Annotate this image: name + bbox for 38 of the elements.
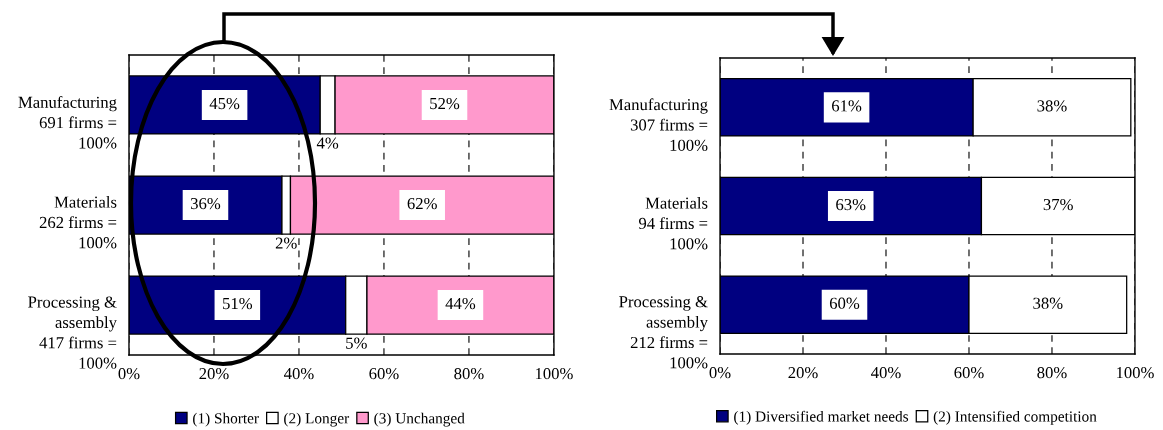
data-label: 36% (190, 197, 221, 210)
x-tick-label: 60% (369, 367, 399, 380)
data-label: 60% (829, 297, 860, 309)
legend-label: (3) Unchanged (374, 412, 465, 427)
data-label: 4% (316, 137, 339, 149)
x-tick-label: 40% (871, 367, 901, 379)
y-tick-label: Processing & assembly 417 firms = 100% (28, 296, 117, 369)
y-tick-label: Manufacturing 691 firms = 100% (18, 96, 117, 149)
data-label: 63% (836, 198, 866, 211)
data-label: 52% (430, 97, 460, 110)
y-tick-label: Manufacturing 307 firms = 100% (609, 98, 708, 151)
data-label: 44% (445, 297, 476, 310)
data-label: 45% (209, 97, 240, 110)
x-tick-label: 20% (199, 367, 229, 380)
legend-label: (2) Longer (284, 412, 350, 427)
data-label: 62% (407, 197, 437, 210)
x-tick-label: 100% (1117, 367, 1154, 379)
data-label: 37% (1043, 198, 1073, 211)
x-tick-label: 0% (118, 367, 140, 380)
y-tick-label: Materials 94 firms = 100% (638, 197, 708, 250)
y-tick-label: Processing & assembly 212 firms = 100% (619, 296, 708, 369)
data-label: 38% (1037, 100, 1067, 112)
data-label: 5% (346, 337, 367, 349)
legend-label: (2) Intensified competition (933, 410, 1097, 425)
y-tick-label: Materials 262 firms = 100% (39, 196, 117, 249)
data-label: 38% (1033, 297, 1063, 309)
x-tick-label: 100% (535, 367, 573, 380)
x-tick-label: 60% (954, 367, 984, 379)
x-tick-label: 0% (709, 367, 731, 379)
x-tick-label: 20% (788, 367, 818, 379)
data-label: 51% (223, 297, 253, 310)
x-tick-label: 40% (284, 367, 314, 380)
x-tick-label: 80% (454, 367, 484, 380)
data-label: 2% (275, 237, 297, 249)
legend-label: (1) Shorter (193, 412, 259, 427)
x-tick-label: 80% (1037, 367, 1067, 379)
legend-label: (1) Diversified market needs (734, 410, 909, 425)
data-label: 61% (832, 100, 862, 112)
